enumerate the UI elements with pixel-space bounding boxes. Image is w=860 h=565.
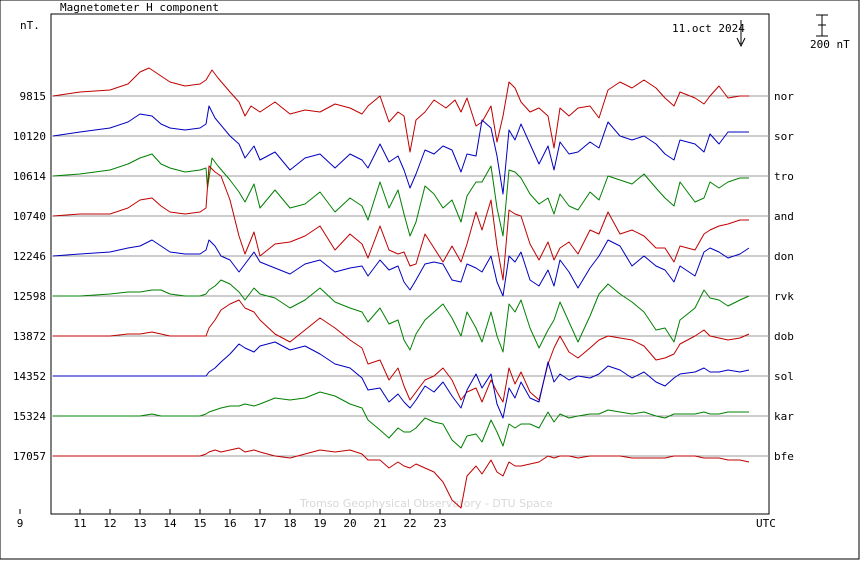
x-tick-label-8: 19 (313, 517, 326, 530)
scale-bar (816, 14, 828, 37)
series-lines (52, 67, 750, 509)
station-labels: 9815 nor 10120 sor 10614 tro 10740 and 12246 don 1… (13, 90, 794, 463)
x-tick-label-10: 21 (373, 517, 386, 530)
baseline-value-and: 10740 (13, 210, 46, 223)
station-label-dob: dob (774, 330, 794, 343)
x-tick-label-12: 23 (433, 517, 446, 530)
x-tick-label-5: 16 (223, 517, 236, 530)
series-line-kar (53, 391, 749, 449)
series-line-sor (52, 105, 749, 195)
x-tick-label-9: 20 (343, 517, 356, 530)
baseline-value-dob: 13872 (13, 330, 46, 343)
station-label-bfe: bfe (774, 450, 794, 463)
series-line-and (52, 165, 749, 281)
x-ticks: 111213141516171819202122230123456789 (17, 509, 447, 530)
series-line-dob (53, 299, 750, 403)
baseline-value-nor: 9815 (20, 90, 47, 103)
scale-label: 200 nT (810, 38, 850, 51)
x-unit-label: UTC (756, 517, 776, 530)
series-line-rvk (53, 279, 750, 353)
series-line-sol (53, 341, 750, 419)
watermark: Tromso Geophysical Observatory - DTU Spa… (299, 497, 553, 510)
station-label-nor: nor (774, 90, 794, 103)
x-tick-label-4: 15 (193, 517, 206, 530)
x-tick-label-0: 11 (73, 517, 86, 530)
station-label-don: don (774, 250, 794, 263)
station-label-and: and (774, 210, 794, 223)
baseline-value-rvk: 12598 (13, 290, 46, 303)
chart-title: Magnetometer H component (60, 1, 219, 14)
station-label-kar: kar (774, 410, 794, 423)
y-unit-label: nT. (20, 19, 40, 32)
baseline-value-tro: 10614 (13, 170, 46, 183)
baseline-value-kar: 15324 (13, 410, 46, 423)
date-arrow (736, 20, 746, 48)
x-tick-label-3: 14 (163, 517, 177, 530)
x-tick-label-11: 22 (403, 517, 416, 530)
series-line-nor (52, 67, 749, 153)
station-label-sol: sol (774, 370, 794, 383)
station-label-rvk: rvk (774, 290, 794, 303)
baseline-value-sor: 10120 (13, 130, 46, 143)
station-label-tro: tro (774, 170, 794, 183)
baseline-value-bfe: 17057 (13, 450, 46, 463)
x-tick-label-1: 12 (103, 517, 116, 530)
series-line-bfe (53, 447, 750, 509)
series-line-don (52, 239, 750, 297)
x-tick-label-7: 18 (283, 517, 296, 530)
station-label-sor: sor (774, 130, 794, 143)
x-tick-label-22: 9 (17, 517, 24, 530)
baseline-value-sol: 14352 (13, 370, 46, 383)
date-label: 11.oct 2024 (672, 22, 745, 35)
x-tick-label-2: 13 (133, 517, 146, 530)
x-tick-label-6: 17 (253, 517, 266, 530)
baseline-value-don: 12246 (13, 250, 46, 263)
